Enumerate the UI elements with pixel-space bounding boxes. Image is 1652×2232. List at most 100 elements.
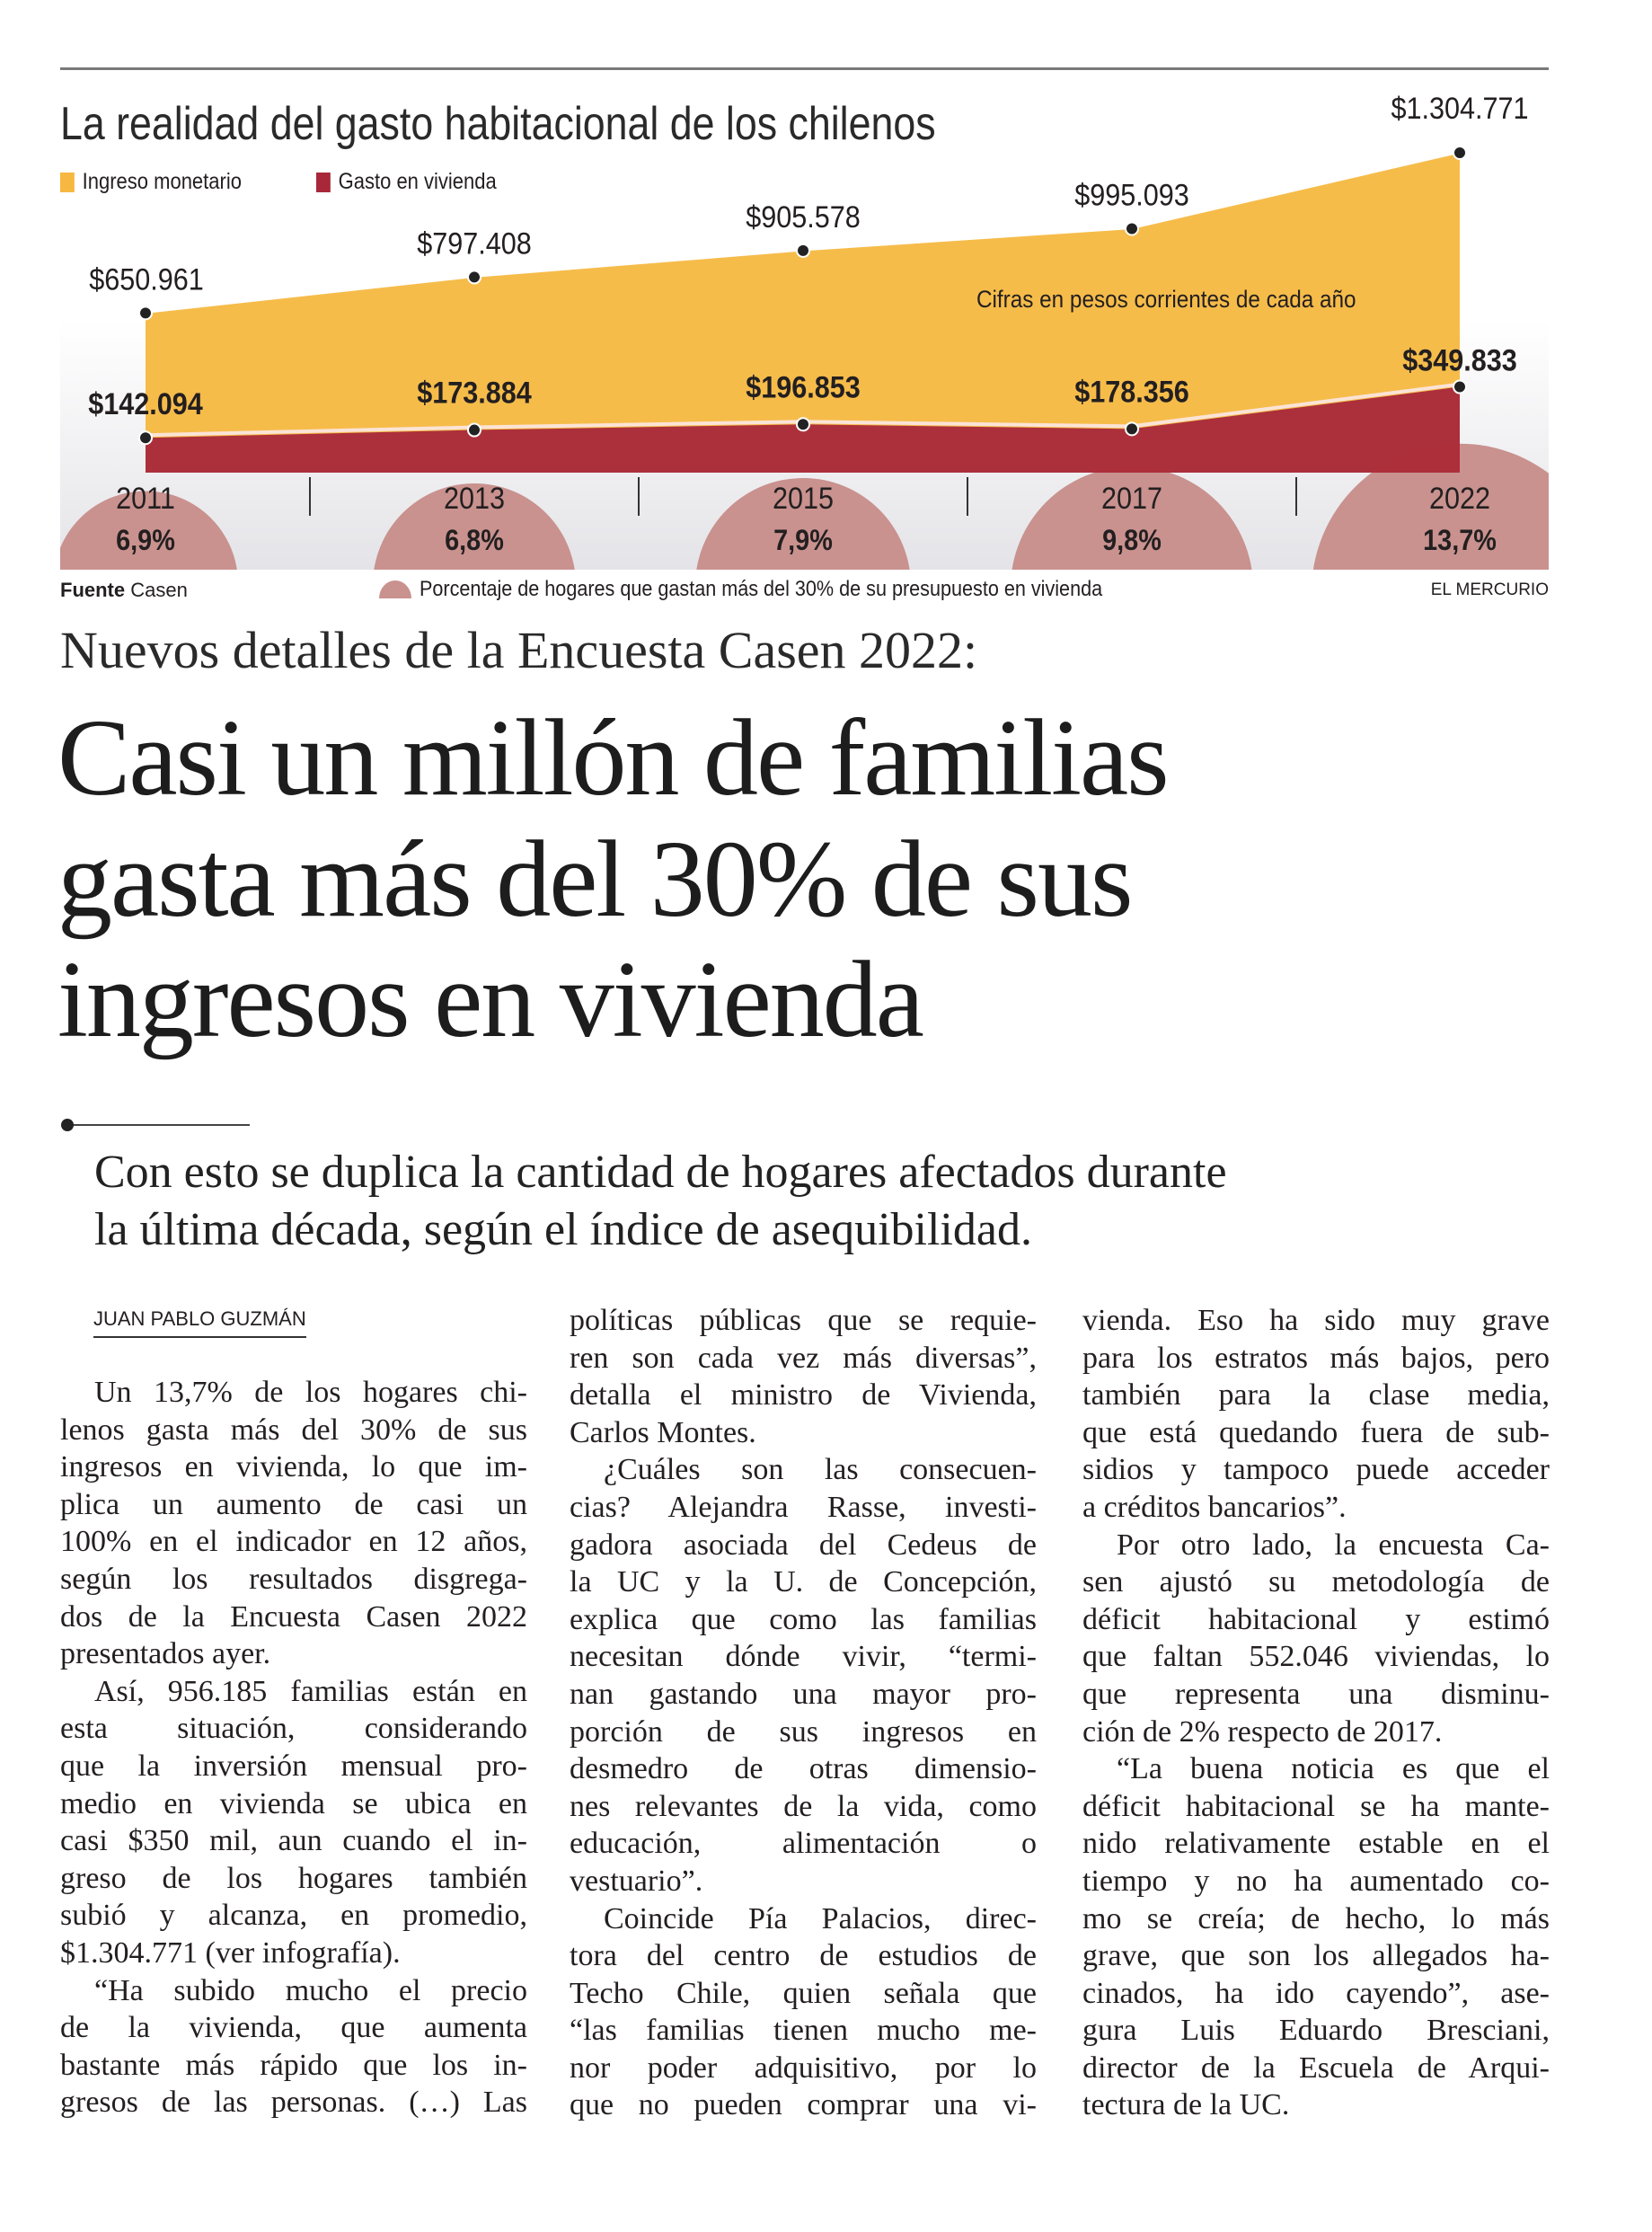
article-line: presentados ayer. (60, 1637, 271, 1671)
housing-point (1125, 421, 1139, 437)
article-line: nor poder adquisitivo, por lo (570, 2050, 1037, 2085)
percent-label: 13,7% (1423, 525, 1497, 557)
article-line: cias? Alejandra Rasse, investi- (570, 1490, 1037, 1524)
percent-label: 7,9% (773, 525, 833, 557)
article-line: gadora asociada del Cedeus de (570, 1528, 1037, 1562)
year-label: 2022 (1429, 482, 1490, 516)
article-line: que la inversión mensual pro- (60, 1749, 527, 1783)
headline-line-1: Casi un millón de familias (57, 697, 1170, 819)
percent-semicircle (60, 491, 237, 570)
deck-line-1: Con esto se duplica la cantidad de hogar… (94, 1147, 1227, 1198)
article-line: tora del centro de estudios de (570, 1939, 1037, 1973)
article-line: gura Luis Eduardo Bresciani, (1082, 2014, 1550, 2048)
article-line: mo se creía; de hecho, lo más (1082, 1901, 1550, 1935)
article-line: ción de 2% respecto de 2017. (1082, 1714, 1443, 1749)
percent-label: 6,8% (445, 525, 504, 557)
article-column-3: vienda. Eso ha sido muy grave para los es… (1082, 1302, 1550, 2124)
article-line: subió y alcanza, en promedio, (60, 1899, 527, 1933)
article-column-1: Un 13,7% de los hogares chi-lenos gasta … (60, 1374, 527, 2121)
article-line: Coincide Pía Palacios, direc- (604, 1901, 1037, 1935)
article-line: Carlos Montes. (570, 1415, 756, 1449)
headline-line-2: gasta más del 30% de sus (57, 819, 1133, 940)
percent-semicircle (1312, 443, 1549, 570)
article-line: ¿Cuáles son las consecuen- (604, 1453, 1037, 1487)
article-line: ren son cada vez más diversas”, (570, 1341, 1037, 1375)
article-line: $1.304.771 (ver infografía). (60, 1935, 401, 1970)
year-label: 2017 (1101, 482, 1162, 516)
housing-point (796, 417, 810, 432)
deck-line-2: la última década, según el índice de ase… (94, 1204, 1032, 1255)
article-line: sidios y tampoco puede acceder (1082, 1453, 1550, 1487)
legend-item-housing: Gasto en vivienda (316, 169, 497, 195)
legend-label-housing: Gasto en vivienda (338, 169, 497, 194)
article-line: nes relevantes de la vida, como (570, 1789, 1037, 1823)
income-value-label: $650.961 (89, 262, 204, 297)
housing-point (1453, 379, 1467, 394)
article-line: 100% en el indicador en 12 años, (60, 1525, 527, 1559)
income-value-label: $995.093 (1074, 178, 1189, 212)
income-value-label: $905.578 (746, 199, 861, 234)
housing-point (467, 422, 481, 438)
article-line: plica un aumento de casi un (60, 1487, 527, 1521)
headline-line-3: ingresos en vivienda (57, 939, 924, 1060)
article-line: a créditos bancarios”. (1082, 1490, 1347, 1524)
income-point (467, 270, 481, 285)
housing-value-label: $349.833 (1402, 343, 1517, 377)
article-line: cinados, ha ido cayendo”, ase- (1082, 1976, 1550, 2010)
article-line: casi $350 mil, aun cuando el in- (60, 1824, 527, 1858)
article-line: Por otro lado, la encuesta Ca- (1117, 1528, 1550, 1562)
legend-label-income: Ingreso monetario (82, 169, 242, 194)
article-line: nido relativamente estable en el (1082, 1827, 1550, 1861)
chart-title: La realidad del gasto habitacional de lo… (60, 98, 936, 150)
divider-dot (61, 1119, 74, 1131)
article-line: que representa una disminu- (1082, 1677, 1550, 1711)
legend-swatch-income (60, 172, 75, 192)
article-line: “Ha subido mucho el precio (94, 1973, 527, 2007)
article-line: de la vivienda, que aumenta (60, 2011, 527, 2045)
article-line: déficit habitacional y estimó (1082, 1602, 1550, 1636)
housing-value-label: $178.356 (1074, 375, 1189, 409)
article-line: para los estratos más bajos, pero (1082, 1341, 1550, 1375)
percent-label: 9,8% (1102, 525, 1162, 557)
article-line: dos de la Encuesta Casen 2022 (60, 1599, 527, 1634)
income-point (138, 306, 153, 321)
legend-item-percent: Porcentaje de hogares que gastan más del… (379, 577, 1102, 602)
year-label: 2011 (116, 482, 175, 516)
source-value: Casen (130, 579, 188, 601)
article-line: sen ajustó su metodología de (1082, 1565, 1550, 1599)
article-line: Un 13,7% de los hogares chi- (94, 1376, 527, 1409)
brand-credit: EL MERCURIO (1430, 580, 1549, 599)
article-line: detalla el ministro de Vivienda, (570, 1378, 1037, 1413)
article-line: director de la Escuela de Arqui- (1082, 2050, 1550, 2085)
article-line: “las familias tienen mucho me- (570, 2014, 1037, 2048)
area-chart: $650.961 $797.408 $905.578 $995.093 $1.304.7… (60, 92, 1549, 570)
legend-semicircle-icon (379, 580, 411, 598)
divider (70, 1124, 250, 1126)
byline: JUAN PABLO GUZMÁN (93, 1307, 306, 1338)
article-line: vestuario”. (570, 1864, 703, 1898)
article-line: políticas públicas que se requie- (570, 1304, 1037, 1337)
article-line: tiempo y no ha aumentado co- (1082, 1864, 1550, 1898)
income-point (796, 243, 810, 258)
article-line: “La buena noticia es que el (1117, 1752, 1550, 1786)
housing-point (138, 430, 153, 446)
article-line: medio en vivienda se ubica en (60, 1786, 527, 1820)
article-line: greso de los hogares también (60, 1861, 527, 1895)
article-line: según los resultados disgrega- (60, 1562, 527, 1596)
article-line: tectura de la UC. (1082, 2088, 1290, 2122)
income-point (1453, 146, 1467, 160)
chart-source: Fuente Casen (60, 579, 188, 602)
article-line: explica que como las familias (570, 1602, 1037, 1636)
source-label: Fuente (60, 579, 126, 601)
housing-value-label: $142.094 (88, 387, 203, 421)
article-line: que no pueden comprar una vi- (570, 2088, 1037, 2122)
income-value-label: $797.408 (417, 226, 532, 261)
article-line: ingresos en vivienda, lo que im- (60, 1450, 527, 1484)
article-column-2: políticas públicas que se requie-ren son… (570, 1302, 1037, 2124)
article-line: necesitan dónde vivir, “termi- (570, 1640, 1037, 1674)
article-line: déficit habitacional se ha mante- (1082, 1789, 1550, 1823)
article-line: gresos de las personas. (…) Las (60, 2086, 527, 2120)
article-line: bastante más rápido que los in- (60, 2048, 527, 2082)
legend-label-percent: Porcentaje de hogares que gastan más del… (420, 577, 1103, 601)
top-rule (60, 67, 1549, 70)
